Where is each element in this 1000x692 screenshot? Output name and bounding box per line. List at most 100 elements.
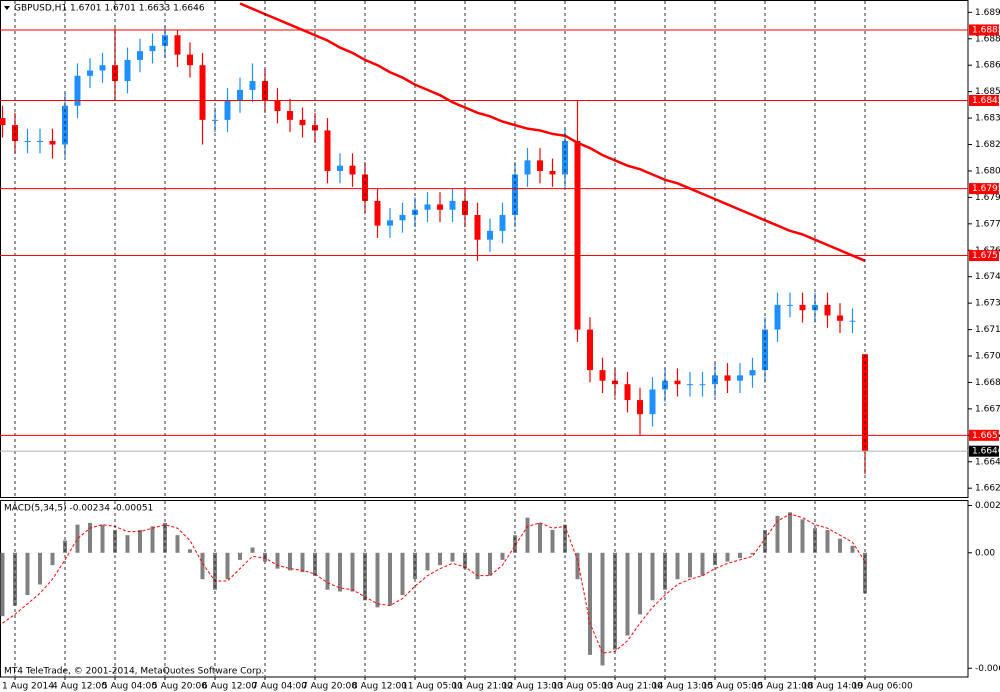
candle-body [162,35,168,46]
macd-bar [838,538,842,553]
level-label-box [969,250,999,262]
macd-title: MACD(5,34,5) -0.00234 -0.00051 [4,504,153,514]
candle-body [249,81,256,90]
macd-bar [588,552,592,655]
candle-body [574,140,581,330]
macd-bar [150,526,155,553]
macd-signal [2,513,866,654]
macd-bar [738,552,742,559]
macd-plot [0,512,867,666]
macd-bar [575,552,580,580]
candle-body [649,389,656,415]
macd-bar [38,552,42,585]
level-label-box [969,429,999,441]
macd-bar [200,552,205,580]
macd-bar [138,529,142,553]
candle-body [124,59,131,82]
footer: MT4 TeleTrade, © 2001-2014, MetaQuotes S… [4,667,264,677]
macd-bar [625,552,630,636]
candle-body [99,65,106,71]
macd-bar [763,529,767,553]
macd-bar [450,552,455,562]
macd-bar [425,552,430,571]
macd-bar [600,552,605,666]
level-label: 1.6845 [972,96,1000,106]
candle-body [587,329,593,371]
macd-bar [125,535,130,553]
y-tick-label: 1.6790 [975,193,1000,203]
x-tick-label: 14 Aug 13:00 [652,682,713,692]
macd-bar [175,535,180,553]
candle-body [724,375,731,381]
macd-bar [250,547,255,553]
candle-body [674,380,681,385]
macd-bar [188,549,192,553]
macd-bar [288,552,292,571]
candle-body [199,65,206,120]
candle-body [487,230,493,240]
candle-body [549,170,556,175]
x-tick-label: 11 Aug 21:00 [452,682,513,692]
x-tick-label: 5 Aug 04:00 [102,682,157,692]
candle-body [374,200,381,226]
macd-bar [325,552,330,590]
macd-bar [688,552,692,578]
macd-bar [463,552,467,569]
candle-body [224,100,231,120]
y-tick-label: 1.6625 [975,484,1000,494]
x-tick-label: 11 Aug 05:00 [402,682,463,692]
y2-tick-label: -0.00656 [975,664,1000,674]
y-tick-label: 1.6775 [975,219,1000,229]
candle-body [737,375,743,381]
y-tick-label: 1.6730 [975,299,1000,309]
macd-bar [75,524,80,553]
macd-bar [100,524,105,553]
candle-body [862,354,868,452]
macd-bar [550,529,555,553]
x-tick-label: 13 Aug 05:00 [552,682,613,692]
y-tick-label: 1.6685 [975,378,1000,388]
candle-body [187,54,193,66]
level-label: 1.6885 [972,25,1000,35]
macd-bar [525,517,530,553]
x-tick-label: 6 Aug 12:00 [202,682,257,692]
menu-arrow[interactable] [4,6,10,10]
macd-bar [238,552,242,560]
level-label: 1.6757 [972,251,1000,261]
candle-body [687,384,693,386]
candle-body [449,200,456,210]
candle-body [324,130,331,171]
candle-body [787,304,793,306]
candle-body [837,315,843,321]
macd-bar [413,552,417,580]
macd-bar [113,529,117,553]
moving-average [239,2,866,262]
macd-bar [650,552,655,601]
macd-bar [338,552,342,592]
macd-bar [750,552,755,555]
candle-body [399,215,406,221]
level-label: 1.6655 [972,431,1000,441]
candle-body [74,75,81,106]
y-tick-label: 1.6820 [975,140,1000,150]
candle-body [474,215,481,240]
x-tick-label: 13 Aug 21:00 [602,682,663,692]
macd-bar [350,552,355,592]
candle-body [62,105,68,145]
y-tick-label: 1.6865 [975,61,1000,71]
x-tick-label: 8 Aug 12:00 [352,682,407,692]
candle-body [424,204,431,210]
candle-body [637,400,643,415]
macd-bar [225,552,230,580]
main-panel-frame [0,0,969,498]
candle-body [262,81,268,101]
candle-body [699,384,706,386]
y-tick-label: 1.6805 [975,166,1000,176]
candle-body [0,118,6,126]
y-tick-label: 1.6835 [975,114,1000,124]
level-label: 1.6795 [972,184,1000,194]
macd-bar [663,552,667,590]
macd-bar [613,552,617,650]
candle-body [599,370,606,381]
